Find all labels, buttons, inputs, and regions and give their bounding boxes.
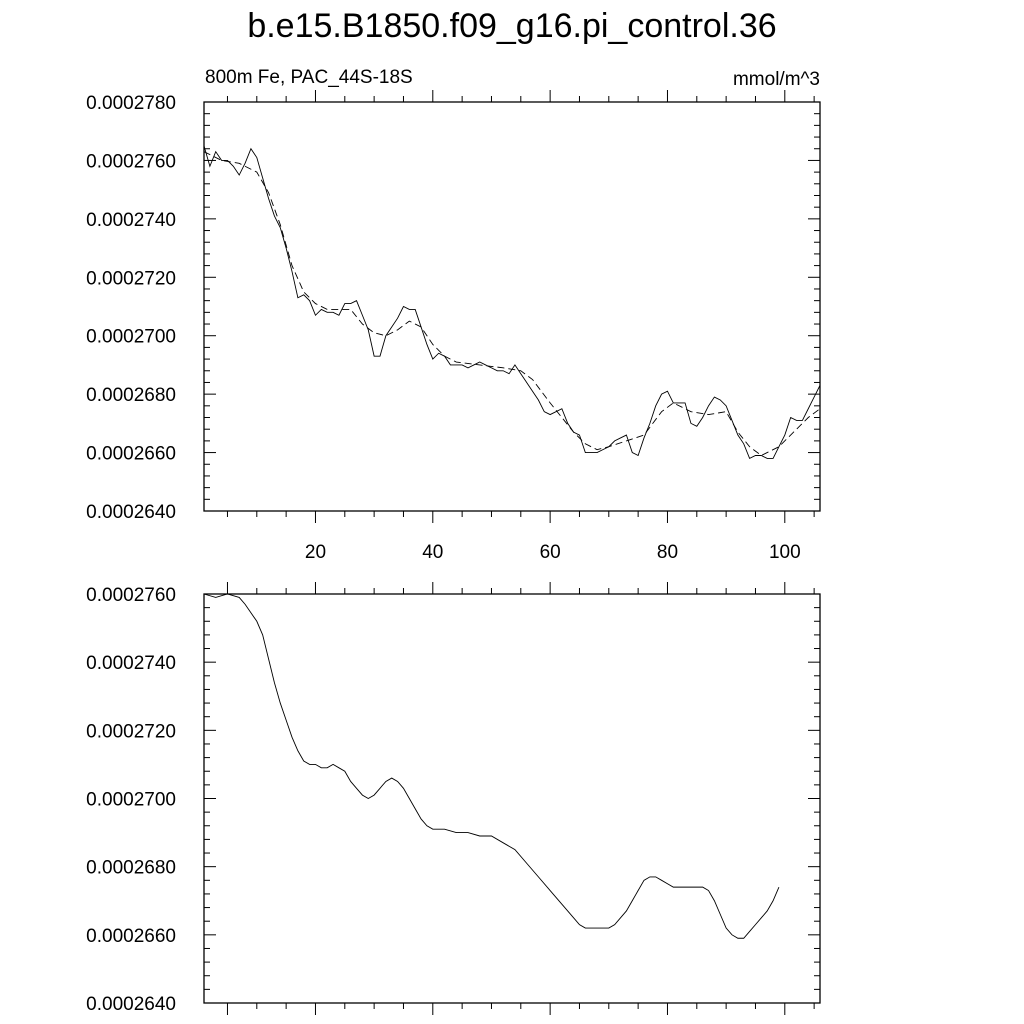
series-line-annual xyxy=(203,145,821,460)
y-tick-label: 0.0002640 xyxy=(86,994,176,1015)
series-line-low-pass-filtered xyxy=(203,593,780,939)
x-tick-label: 20 xyxy=(305,542,326,563)
y-tick-label: 0.0002660 xyxy=(86,926,176,947)
plot-frame xyxy=(203,593,821,1004)
plot-panel-1: 0.0002640 0.0002660 0.0002680 0.0002700 0.00… xyxy=(86,90,821,563)
left-subtitle: 800m Fe, PAC_44S-18S xyxy=(205,67,413,88)
plot-frame xyxy=(203,101,821,512)
series-line-smoothed xyxy=(203,151,821,457)
x-tick-label: 100 xyxy=(769,542,801,563)
y-tick-label: 0.0002680 xyxy=(86,385,176,406)
y-tick-label: 0.0002700 xyxy=(86,327,176,348)
y-tick-label: 0.0002660 xyxy=(86,444,176,465)
plot-panel-2: 0.0002640 0.0002660 0.0002680 0.0002700 0.00… xyxy=(86,582,821,1015)
x-tick-label: 40 xyxy=(422,542,443,563)
chart-title: b.e15.B1850.f09_g16.pi_control.36 xyxy=(247,7,777,45)
y-tick-label: 0.0002720 xyxy=(86,268,176,289)
y-tick-label: 0.0002680 xyxy=(86,858,176,879)
y-tick-label: 0.0002760 xyxy=(86,585,176,606)
x-tick-label: 80 xyxy=(657,542,678,563)
y-tick-label: 0.0002740 xyxy=(86,653,176,674)
y-tick-label: 0.0002700 xyxy=(86,790,176,811)
y-tick-label: 0.0002740 xyxy=(86,210,176,231)
y-tick-label: 0.0002720 xyxy=(86,721,176,742)
x-tick-label: 60 xyxy=(540,542,561,563)
y-tick-label: 0.0002640 xyxy=(86,502,176,523)
y-tick-label: 0.0002760 xyxy=(86,151,176,172)
units-label: mmol/m^3 xyxy=(732,69,820,90)
y-tick-label: 0.0002780 xyxy=(86,93,176,114)
